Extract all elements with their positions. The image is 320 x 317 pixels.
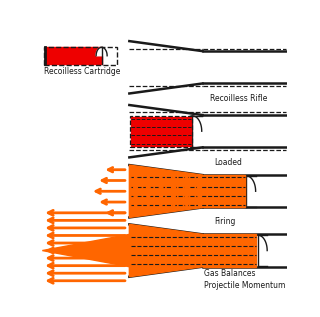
Polygon shape xyxy=(146,194,150,201)
Polygon shape xyxy=(146,181,150,188)
Polygon shape xyxy=(133,174,137,181)
Polygon shape xyxy=(185,181,188,188)
Polygon shape xyxy=(133,201,137,208)
Polygon shape xyxy=(129,165,203,217)
Bar xyxy=(45,47,102,64)
Bar xyxy=(203,234,256,267)
Polygon shape xyxy=(159,181,163,188)
Text: Recoilless Cartridge: Recoilless Cartridge xyxy=(44,67,120,76)
Polygon shape xyxy=(129,224,203,277)
Text: Recoilless Rifle: Recoilless Rifle xyxy=(210,94,268,103)
Polygon shape xyxy=(185,194,188,201)
Polygon shape xyxy=(185,201,188,208)
Polygon shape xyxy=(185,174,188,181)
Polygon shape xyxy=(159,194,163,201)
Text: Loaded: Loaded xyxy=(214,158,242,167)
Polygon shape xyxy=(146,201,150,208)
Polygon shape xyxy=(172,181,176,188)
Polygon shape xyxy=(197,174,201,181)
Polygon shape xyxy=(197,201,201,208)
Bar xyxy=(130,116,192,146)
Polygon shape xyxy=(159,174,163,181)
Polygon shape xyxy=(96,47,107,56)
Bar xyxy=(44,47,117,65)
Bar xyxy=(203,175,245,207)
Polygon shape xyxy=(172,174,176,181)
Polygon shape xyxy=(172,201,176,208)
Polygon shape xyxy=(197,194,201,201)
Text: Gas Balances
Projectile Momentum: Gas Balances Projectile Momentum xyxy=(204,269,285,289)
Polygon shape xyxy=(133,194,137,201)
Polygon shape xyxy=(197,181,201,188)
Polygon shape xyxy=(42,234,129,267)
Bar xyxy=(131,117,191,146)
Polygon shape xyxy=(159,201,163,208)
Polygon shape xyxy=(146,174,150,181)
Polygon shape xyxy=(133,181,137,188)
Polygon shape xyxy=(172,194,176,201)
Text: Firing: Firing xyxy=(214,217,236,226)
